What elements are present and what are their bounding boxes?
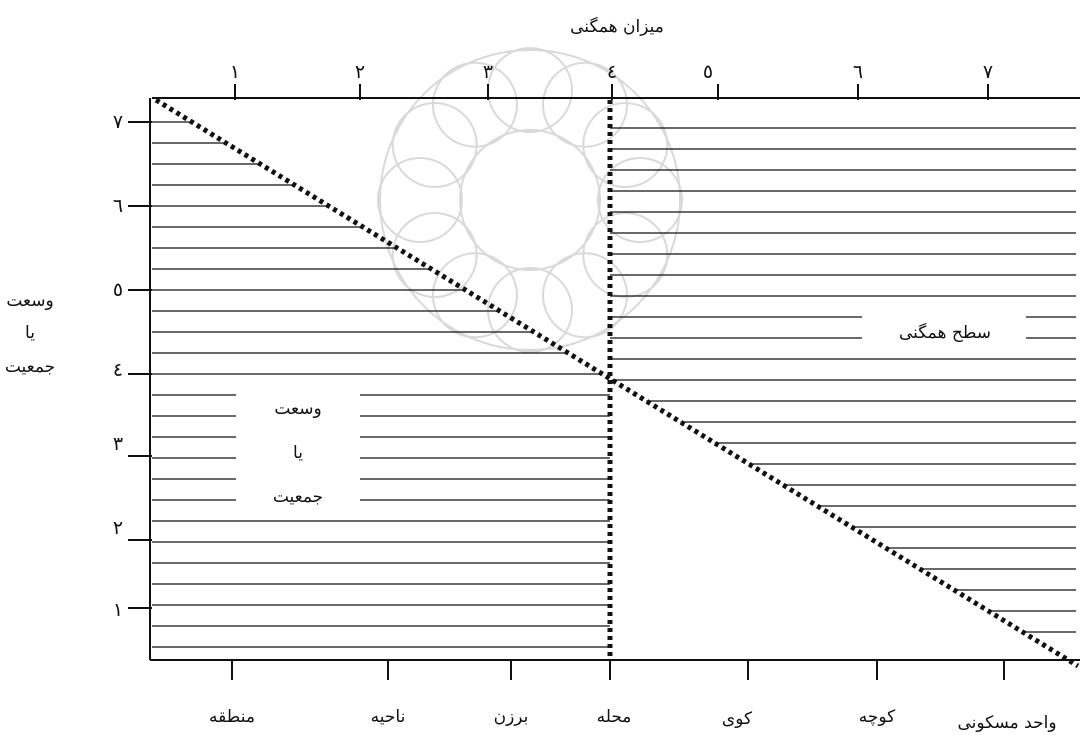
- left-axis-title-line: یا: [25, 323, 35, 343]
- bottom-category-label: محله: [597, 707, 632, 727]
- bottom-category-label: کوچه: [859, 707, 896, 727]
- left-tick-label: ١: [113, 599, 123, 621]
- watermark-petal: [377, 157, 463, 243]
- bottom-category-label: واحد مسکونی: [957, 713, 1056, 733]
- left-axis-ticks: [128, 121, 152, 609]
- top-tick-label: ٥: [703, 61, 713, 83]
- left-region-label-line: یا: [293, 443, 303, 463]
- watermark-petal: [542, 252, 628, 339]
- hatch-lines-right: [610, 127, 1076, 633]
- left-tick-label: ٦: [113, 195, 123, 217]
- watermark-ring: [459, 129, 601, 271]
- watermark-petal: [597, 157, 683, 243]
- left-region-label: وسعت یا جمعیت: [273, 399, 323, 507]
- left-region-label-line: جمعیت: [273, 487, 323, 507]
- left-tick-label: ٣: [113, 433, 123, 455]
- left-region-label-line: وسعت: [274, 399, 321, 419]
- top-tick-label: ٧: [983, 61, 993, 83]
- bottom-axis-ticks: [231, 660, 1005, 680]
- diagonal-boundary: [154, 97, 1080, 669]
- left-axis-title-line: وسعت: [6, 291, 53, 311]
- top-tick-label: ٣: [483, 61, 493, 83]
- left-axis-title-line: جمعیت: [5, 357, 55, 377]
- top-tick-label: ٦: [853, 61, 863, 83]
- watermark-petal: [582, 102, 669, 188]
- top-tick-label: ١: [230, 61, 240, 83]
- bottom-axis-category-labels: منطقه ناحیه برزن محله کوی کوچه واحد مسکو…: [209, 707, 1057, 733]
- bottom-category-label: منطقه: [209, 707, 255, 727]
- watermark-petal: [391, 212, 478, 298]
- top-tick-label: ٢: [355, 61, 365, 83]
- bottom-category-label: ناحیه: [371, 707, 406, 727]
- top-axis-ticks: [234, 84, 989, 100]
- left-tick-label: ٧: [113, 111, 123, 133]
- watermark-petal: [582, 212, 669, 298]
- bottom-category-label: برزن: [494, 707, 529, 727]
- watermark-petal: [432, 61, 518, 148]
- top-axis-title: میزان همگنی: [570, 16, 664, 37]
- watermark-petal: [487, 267, 573, 353]
- watermark-petal: [391, 102, 478, 188]
- watermark-petal: [432, 252, 518, 339]
- left-axis-tick-labels: ٧ ٦ ٥ ٤ ٣ ٢ ١: [113, 111, 123, 621]
- right-region-label: سطح همگنی: [899, 322, 991, 343]
- left-tick-label: ٥: [113, 279, 123, 301]
- watermark-emblem: [377, 47, 683, 353]
- hatch-lines-left: [152, 121, 610, 648]
- watermark-petal: [542, 61, 628, 148]
- top-tick-label: ٤: [607, 61, 617, 83]
- top-axis-tick-labels: ١ ٢ ٣ ٤ ٥ ٦ ٧: [230, 61, 993, 83]
- left-tick-label: ٤: [113, 359, 123, 381]
- left-tick-label: ٢: [113, 517, 123, 539]
- left-axis-title: وسعت یا جمعیت: [5, 291, 55, 377]
- watermark-ring: [379, 49, 681, 351]
- watermark-petal: [487, 47, 573, 133]
- bottom-category-label: کوی: [722, 709, 753, 729]
